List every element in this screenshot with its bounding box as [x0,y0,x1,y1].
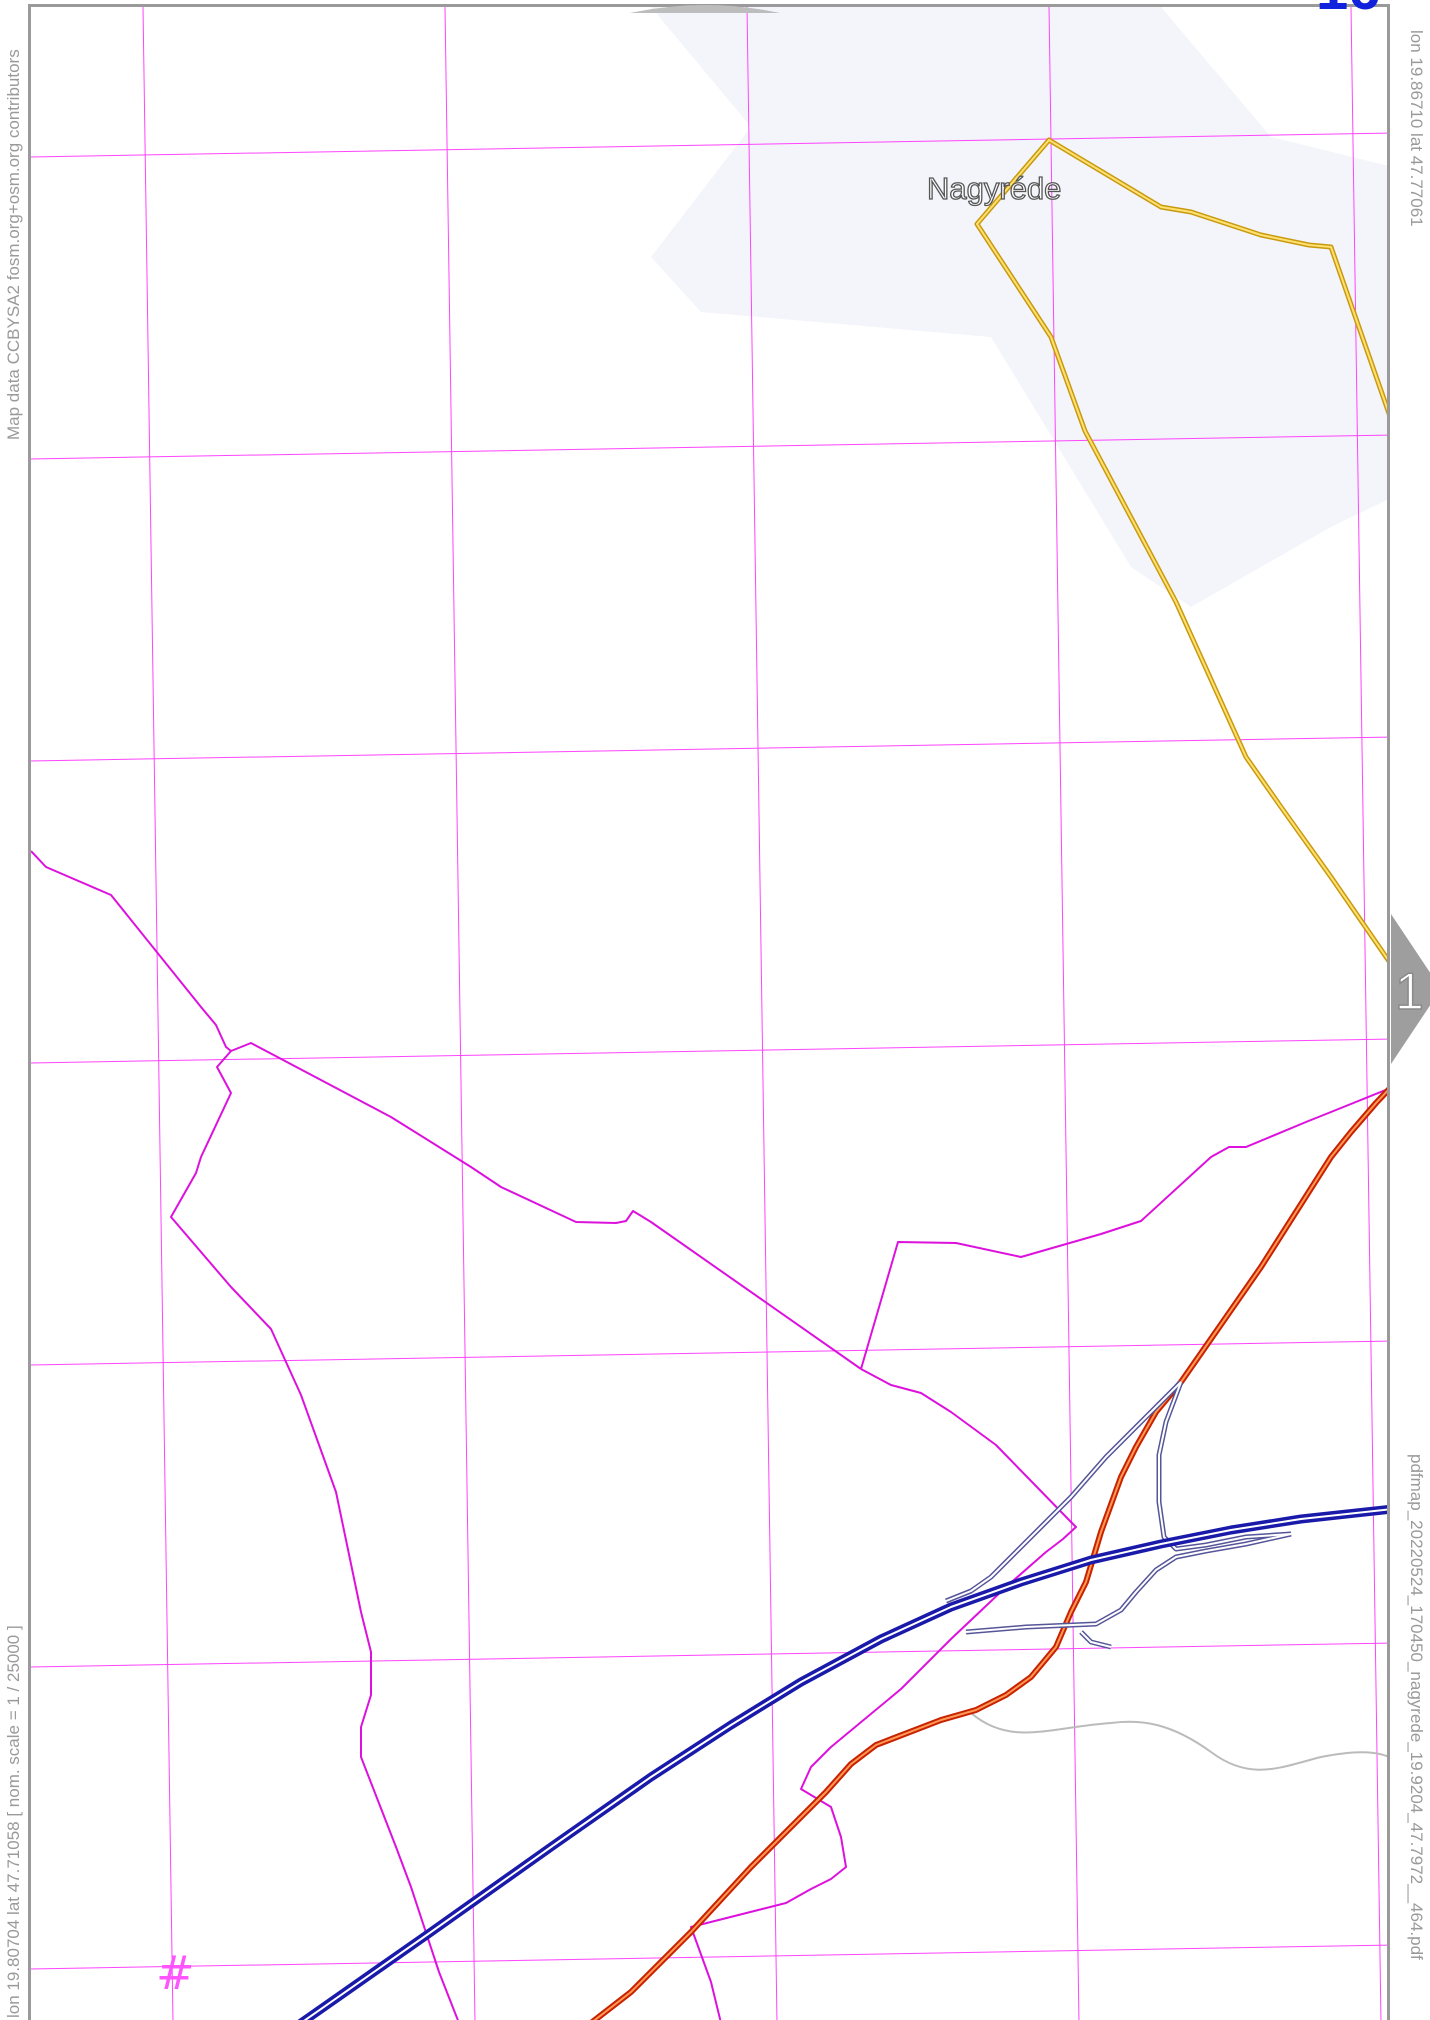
secondary-road [974,137,1387,963]
grid-marker: # [156,1946,195,2000]
previous-page-tab[interactable] [630,0,780,13]
file-name-text: pdfmap_20220524_170450_nagyrede_19.9204_… [1407,1454,1426,1960]
up-arrow-icon [630,5,780,13]
map-canvas[interactable]: Nagyréde # [28,4,1390,2020]
motorway-links [945,1380,1292,1650]
map-layers: Nagyréde # [31,7,1387,2020]
attribution-text: Map data CCBYSA2 fosm.org+osm.org contri… [4,49,23,440]
stream [970,1712,1387,1771]
admin-boundaries [31,850,1387,2020]
ne-corner-coordinates: lon 19.86710 lat 47.77061 [1407,30,1426,227]
settlement-area [651,7,1387,607]
motorway [297,1505,1387,2020]
sw-corner-coordinates: lon 19.80704 lat 47.71058 [ nom. scale =… [4,1625,23,2018]
place-label: Nagyréde [927,171,1061,206]
primary-road [589,1086,1387,2020]
next-page-label: 1 [1394,962,1424,1022]
right-arrow-icon [1391,914,1430,1064]
next-page-tab[interactable]: 1 [1391,914,1430,1064]
corner-page-label[interactable]: 16 [1316,0,1381,23]
